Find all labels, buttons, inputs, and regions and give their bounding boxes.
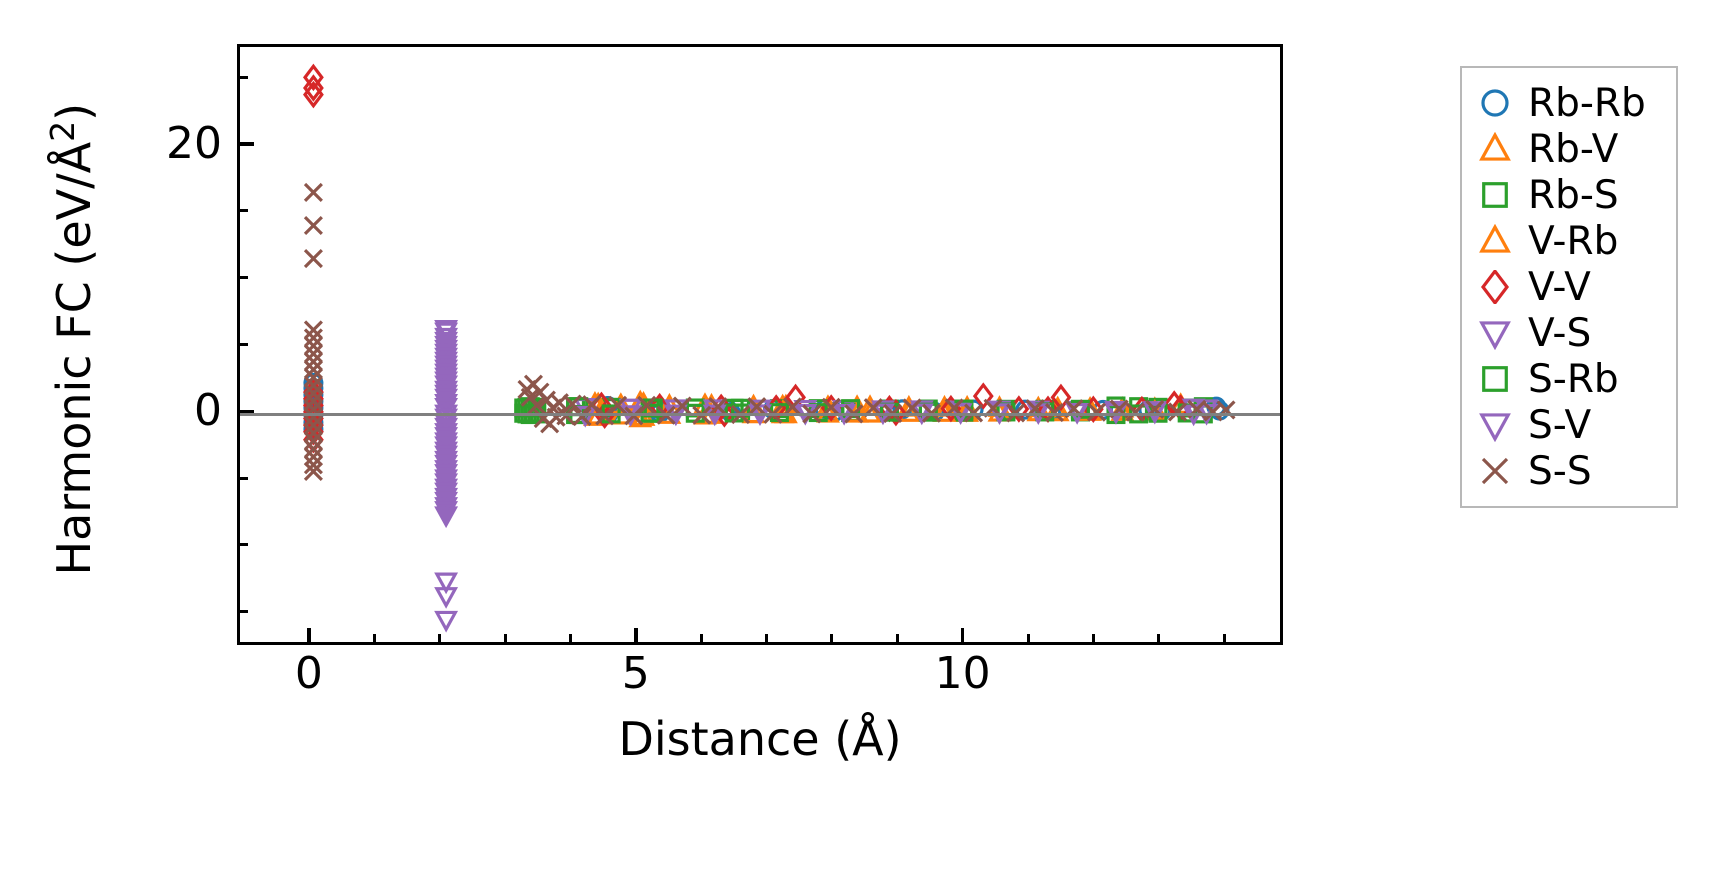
x-tick-major [960,628,965,644]
legend-item-v-v[interactable]: V-V [1472,264,1662,310]
data-points-layer [303,63,1236,633]
legend-item-v-rb[interactable]: V-Rb [1472,218,1662,264]
y-tick-minor [238,343,248,346]
y-axis-title-text: Harmonic FC (eV/Å [47,141,102,576]
legend-item-s-v[interactable]: S-V [1472,402,1662,448]
legend-item-s-rb[interactable]: S-Rb [1472,356,1662,402]
x-tick-minor [699,634,703,644]
x-tick-minor [438,634,442,644]
x-tick-minor [830,634,834,644]
legend-item-rb-v[interactable]: Rb-V [1472,126,1662,172]
y-axis-title: Harmonic FC (eV/Å2) [43,29,101,649]
zero-reference-line [240,412,1280,416]
x-axis-title: Distance (Å) [618,712,902,766]
plot-area [237,44,1283,645]
y-tick-minor [238,476,248,480]
triangle-down-marker-icon [1472,402,1518,448]
x-tick-minor [1222,634,1226,644]
series-v-s [434,319,1219,633]
legend-item-label: Rb-S [1528,172,1619,218]
legend-item-label: S-Rb [1528,356,1619,402]
legend-item-label: S-S [1528,448,1592,494]
y-tick-minor [238,543,248,547]
y-tick-minor [238,75,248,79]
triangle-down-marker-icon [1472,310,1518,356]
y-axis-title-exponent: 2 [42,120,82,142]
y-tick-major [238,409,254,414]
y-tick-label: 20 [166,118,222,170]
circle-marker-icon [1472,80,1518,126]
x-tick-minor [765,634,769,644]
diamond-marker-icon [1472,264,1518,310]
y-tick-major [238,142,254,146]
legend-item-label: V-S [1528,310,1592,356]
y-tick-minor [238,209,248,213]
y-tick-minor [238,610,248,614]
y-tick-minor [238,276,248,280]
x-tick-minor [1091,634,1095,644]
legend-item-label: Rb-V [1528,126,1619,172]
legend-item-s-s[interactable]: S-S [1472,448,1662,494]
x-marker-icon [1472,448,1518,494]
triangle-up-marker-icon [1472,126,1518,172]
x-tick-minor [1157,634,1161,644]
x-tick-minor [568,634,572,644]
triangle-up-marker-icon [1472,218,1518,264]
x-tick-minor [372,634,376,644]
x-tick-minor [503,634,507,644]
legend-item-v-s[interactable]: V-S [1472,310,1662,356]
legend-item-rb-rb[interactable]: Rb-Rb [1472,80,1662,126]
legend-item-label: V-V [1528,264,1591,310]
x-tick-label: 0 [294,648,323,699]
y-axis-title-suffix: ) [47,102,102,121]
y-tick-label: 0 [194,385,222,437]
square-marker-icon [1472,172,1518,218]
x-tick-major [307,628,311,644]
x-tick-major [634,628,638,644]
x-tick-label: 5 [621,648,650,699]
x-tick-label: 10 [934,648,991,699]
legend-item-label: Rb-Rb [1528,80,1646,126]
x-tick-minor [1026,634,1030,644]
legend-item-label: S-V [1528,402,1592,448]
square-marker-icon [1472,356,1518,402]
legend-box: Rb-Rb Rb-V Rb-S V-Rb V-V V-S S-Rb S-V S-S [1460,66,1678,508]
legend-item-rb-s[interactable]: Rb-S [1472,172,1662,218]
x-tick-minor [895,634,899,644]
legend-item-label: V-Rb [1528,218,1619,264]
